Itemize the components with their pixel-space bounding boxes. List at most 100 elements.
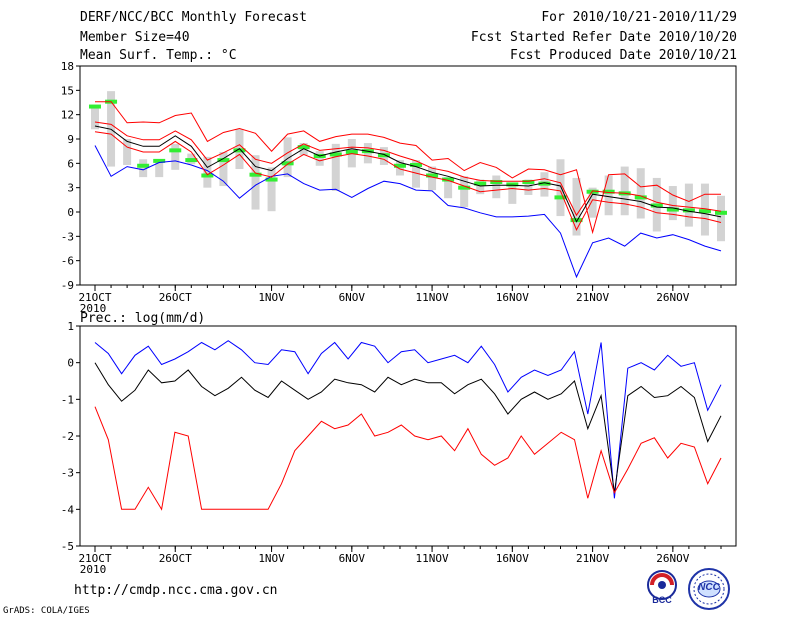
- median-marker: [442, 177, 455, 182]
- median-marker: [666, 207, 679, 212]
- x-tick-label-1: 16NOV: [496, 552, 529, 565]
- member-size: Member Size=40: [80, 30, 190, 45]
- box-bar: [428, 166, 437, 191]
- x-tick-label-1: 26NOV: [656, 552, 689, 565]
- series-line-ensemble-max: [94, 340, 722, 499]
- box-bar: [139, 159, 148, 178]
- x-tick-label-1: 1NOV: [258, 552, 285, 565]
- median-marker: [169, 148, 182, 153]
- box-bar: [171, 143, 180, 170]
- precip-panel-title: Prec.: log(mm/d): [80, 311, 206, 326]
- median-marker: [281, 161, 294, 166]
- y-tick-label-0: -3: [61, 230, 74, 243]
- y-tick-label-1: 0: [67, 357, 74, 370]
- forecast-started-date: Fcst Started Refer Date 2010/10/20: [470, 30, 737, 45]
- x-tick-label-0: 21OCT: [78, 291, 111, 304]
- y-tick-label-0: -6: [61, 255, 74, 268]
- x-year-label-1: 2010: [80, 563, 107, 576]
- series-line-ensemble-min: [95, 101, 721, 235]
- box-bar: [283, 137, 292, 178]
- box-bar: [717, 195, 725, 242]
- series-line-upper-bound: [94, 131, 722, 231]
- x-tick-label-0: 16NOV: [496, 291, 529, 304]
- y-tick-label-0: 18: [61, 60, 74, 73]
- box-bar: [636, 168, 645, 219]
- box-bar: [219, 151, 228, 187]
- median-marker: [217, 158, 230, 163]
- panel-frame-0: [79, 65, 737, 286]
- box-bar: [556, 159, 565, 217]
- ncc-logo-text: NCC: [698, 582, 720, 593]
- x-tick-label-0: 26OCT: [159, 291, 192, 304]
- x-year-label-0: 2010: [80, 302, 107, 315]
- median-marker: [650, 203, 663, 208]
- box-bar: [492, 175, 501, 199]
- series-line-ensemble-mean: [94, 362, 722, 493]
- median-marker: [410, 162, 423, 167]
- median-marker: [458, 185, 471, 190]
- box-bar: [363, 143, 372, 164]
- box-bar: [460, 176, 469, 208]
- median-marker: [554, 195, 567, 200]
- median-marker: [265, 177, 278, 182]
- footer-url[interactable]: http://cmdp.ncc.cma.gov.cn: [74, 583, 278, 598]
- box-bar: [315, 151, 324, 166]
- x-tick-label-1: 6NOV: [339, 552, 366, 565]
- box-bar: [620, 166, 629, 216]
- median-marker: [393, 163, 406, 168]
- x-tick-label-0: 1NOV: [258, 291, 285, 304]
- median-marker: [297, 145, 310, 150]
- y-tick-label-0: -9: [61, 279, 74, 292]
- median-marker: [137, 163, 150, 168]
- box-bar: [572, 177, 581, 236]
- y-tick-label-0: 12: [61, 109, 74, 122]
- median-marker: [233, 148, 246, 153]
- box-bar: [203, 156, 212, 188]
- box-bar: [395, 160, 404, 176]
- box-bar: [91, 104, 99, 130]
- x-tick-label-1: 11NOV: [416, 552, 449, 565]
- y-tick-label-0: 3: [67, 182, 74, 195]
- y-tick-label-0: 6: [67, 157, 74, 170]
- x-tick-label-1: 21NOV: [576, 552, 609, 565]
- figure-title: DERF/NCC/BCC Monthly Forecast: [80, 10, 307, 25]
- median-marker: [153, 158, 166, 163]
- median-marker: [698, 209, 711, 214]
- series-line-ensemble-min: [94, 406, 722, 511]
- median-marker: [570, 218, 583, 223]
- ncc-logo: NCC: [686, 568, 732, 612]
- y-tick-label-1: -3: [61, 467, 74, 480]
- median-marker: [634, 195, 647, 200]
- series-line-ensemble-mean: [94, 125, 722, 223]
- median-marker: [538, 181, 551, 186]
- median-marker: [506, 182, 519, 187]
- box-bar: [412, 160, 421, 188]
- y-tick-label-1: -5: [61, 540, 74, 553]
- median-marker: [89, 104, 101, 109]
- bcc-logo-text: BCC: [652, 595, 672, 605]
- y-tick-label-1: -1: [61, 393, 74, 406]
- box-bar: [155, 159, 164, 178]
- median-marker: [682, 208, 695, 213]
- median-marker: [185, 158, 198, 163]
- forecast-period: For 2010/10/21-2010/11/29: [541, 10, 737, 25]
- median-marker: [474, 181, 487, 186]
- panel-frame-1: [79, 325, 737, 547]
- median-marker: [715, 210, 727, 215]
- temp-panel-title: Mean Surf. Temp.: °C: [80, 48, 237, 63]
- median-marker: [377, 153, 390, 158]
- median-marker: [602, 189, 615, 194]
- y-tick-label-1: 1: [67, 320, 74, 333]
- median-marker: [329, 152, 342, 157]
- box-bar: [123, 139, 132, 165]
- x-tick-label-1: 26OCT: [159, 552, 192, 565]
- box-bar: [267, 167, 276, 212]
- box-bar: [476, 179, 485, 195]
- y-tick-label-0: 9: [67, 133, 74, 146]
- series-line-lower-bound: [94, 121, 722, 217]
- median-marker: [249, 172, 262, 177]
- box-bar: [508, 183, 517, 204]
- box-bar: [251, 155, 260, 210]
